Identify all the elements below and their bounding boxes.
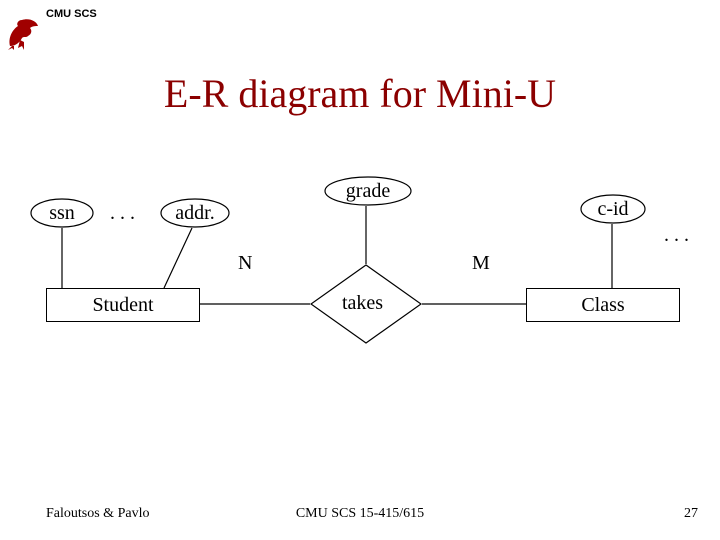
attr-grade-label: grade xyxy=(346,180,390,203)
attr-cid: c-id xyxy=(580,194,646,224)
org-label: CMU SCS xyxy=(46,8,97,20)
ellipsis-dots: . . . xyxy=(664,224,689,247)
relationship-label: takes xyxy=(342,292,383,315)
entity-class-label: Class xyxy=(581,294,624,317)
entity-student: Student xyxy=(46,288,200,322)
cardinality-m: M xyxy=(472,252,490,275)
attr-addr-label: addr. xyxy=(175,202,214,225)
er-diagram: ssn addr. grade c-id . . . . . . Student… xyxy=(0,160,720,420)
attr-ssn-label: ssn xyxy=(49,202,75,225)
slide-number: 27 xyxy=(684,506,698,522)
attr-ssn: ssn xyxy=(30,198,94,228)
attr-addr: addr. xyxy=(160,198,230,228)
attr-grade: grade xyxy=(324,176,412,206)
page-title: E-R diagram for Mini-U xyxy=(0,70,720,117)
entity-student-label: Student xyxy=(92,294,153,317)
cardinality-n: N xyxy=(238,252,252,275)
entity-class: Class xyxy=(526,288,680,322)
attr-cid-label: c-id xyxy=(597,198,628,221)
footer-course: CMU SCS 15-415/615 xyxy=(0,506,720,522)
ellipsis-dots: . . . xyxy=(110,202,135,225)
cmu-griffin-icon xyxy=(6,16,42,55)
